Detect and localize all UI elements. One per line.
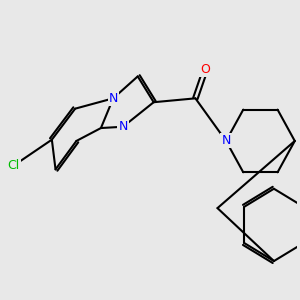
Text: O: O: [200, 63, 210, 76]
Text: Cl: Cl: [8, 159, 20, 172]
Text: N: N: [221, 134, 231, 148]
Text: N: N: [118, 120, 128, 133]
Text: N: N: [109, 92, 118, 105]
